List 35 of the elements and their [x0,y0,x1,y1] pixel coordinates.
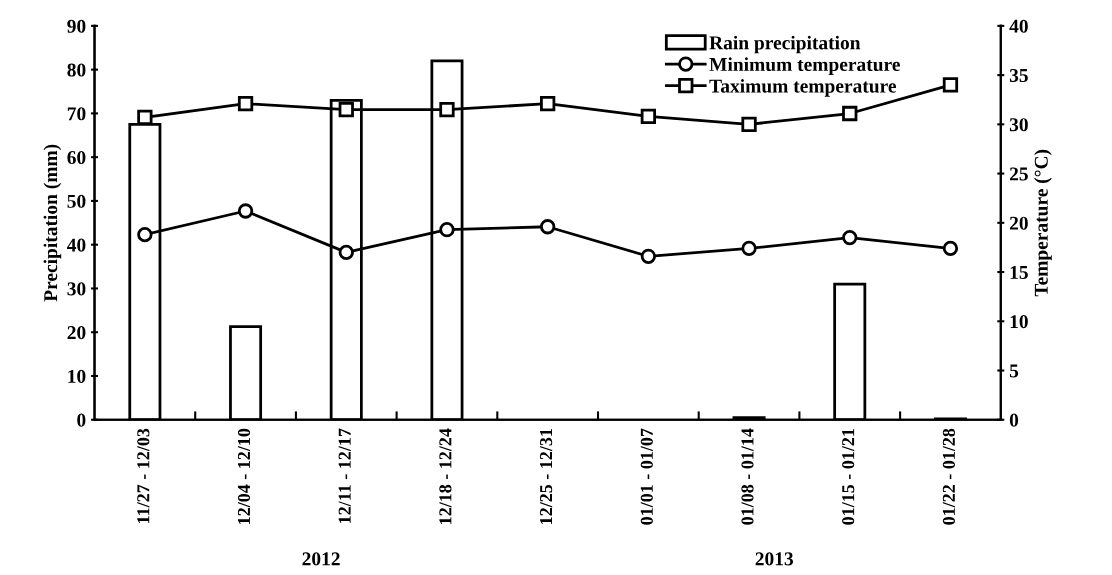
x-tick-label: 12/11 - 12/17 [338,428,351,523]
y-tick-label: 0 [77,413,86,427]
y2-tick-label: 35 [1009,68,1028,83]
x-tick-label: 01/22 - 01/28 [942,428,955,525]
legend-label: Taximum temperature [709,79,897,97]
text: 2012 [302,552,340,566]
y-axis-title: Precipitation (mm) [43,144,62,302]
y-tick-label: 50 [67,194,86,208]
y2-tick-label: 5 [1009,364,1019,378]
y-tick-label: 10 [68,369,86,383]
y-tick-label: 20 [67,326,86,340]
x-tick-label: 11/27 - 12/03 [137,428,150,523]
y-tick-label: 40 [67,238,86,252]
x-tick-label: 12/04 - 12/10 [237,428,251,524]
x-tick-label: 01/08 - 01/14 [741,428,754,525]
legend-label: Rain precipitation [709,35,861,54]
legend-label: Minimum temperature [709,57,900,75]
y2-tick-label: 20 [1009,216,1028,230]
y2-tick-label: 25 [1009,167,1028,181]
y-tick-label: 60 [67,150,86,165]
y-tick-label: 30 [67,282,86,296]
y2-axis-title: Temperature (°C) [1034,149,1052,297]
y2-tick-label: 30 [1009,118,1028,132]
y2-tick-label: 15 [1010,265,1028,279]
x-tick-label: 12/18 - 12/24 [439,428,452,524]
x-tick-label: 12/25 - 12/31 [540,429,553,524]
y-tick-label: 80 [67,63,86,77]
x-tick-label: 01/01 - 01/07 [640,428,653,525]
y2-tick-label: 0 [1009,413,1019,427]
y-tick-label: 70 [67,107,86,121]
y-tick-label: 90 [67,19,86,33]
y2-tick-label: 10 [1010,315,1028,329]
y2-tick-label: 40 [1009,19,1028,33]
text: 2013 [755,552,794,566]
x-tick-label: 01/15 - 01/21 [842,429,855,525]
